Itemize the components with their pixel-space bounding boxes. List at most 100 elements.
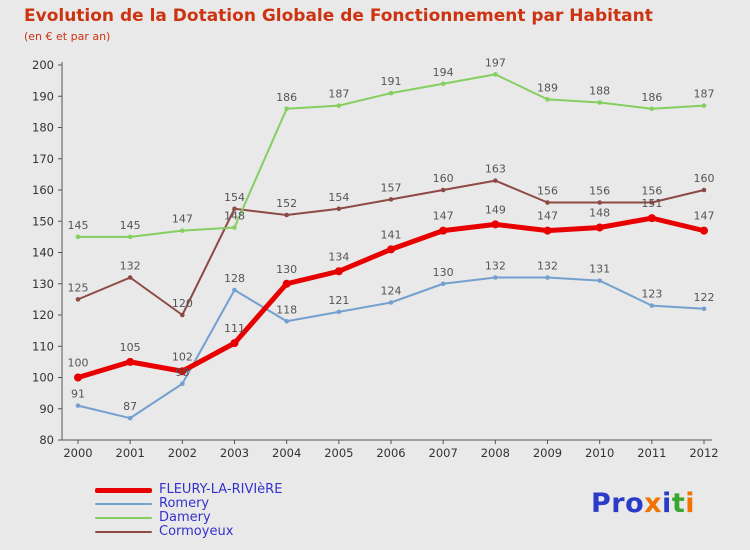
data-label: 125 [68,281,89,294]
logo-letter: P [590,488,612,519]
legend-label: Damery [159,510,211,525]
data-point [649,303,655,308]
data-point [127,415,133,421]
data-point [491,220,500,229]
data-point [701,103,707,108]
data-point [545,200,550,205]
data-point [178,367,187,376]
data-point [493,275,498,280]
legend-swatch [95,487,152,493]
data-label: 98 [175,366,189,379]
data-point [388,90,394,96]
legend-swatch [95,503,152,505]
data-label: 111 [224,322,245,335]
data-label: 154 [224,191,245,204]
legend-item-0: FLEURY-LA-RIVIèRE [95,483,282,497]
data-label: 120 [172,297,193,310]
x-tick-label: 2007 [429,446,458,460]
data-label: 147 [172,213,193,226]
y-tick-label: 140 [32,246,54,260]
data-point [75,234,81,240]
data-point [440,187,446,193]
data-label: 156 [537,185,558,198]
data-label: 148 [224,210,245,223]
chart-svg: 80 90 100 110 120 130 140 150 160 170 180 190 200 200… [32,56,719,460]
data-point [126,357,135,366]
data-point [543,226,552,235]
data-point [545,275,550,280]
x-tick-label: 2005 [324,446,353,460]
data-point [388,197,394,202]
legend-label: Romery [159,496,210,511]
data-label: 147 [537,210,558,223]
y-tick-label: 180 [32,121,54,135]
y-tick-label: 150 [32,214,54,228]
y-tick-label: 90 [39,402,54,416]
data-label: 147 [694,210,715,223]
data-point [440,81,446,87]
data-point [597,100,602,105]
data-label: 128 [224,272,245,285]
legend-swatch [95,517,152,519]
legend-item-2: Damery [95,511,282,525]
data-label: 132 [120,260,141,273]
data-point [180,312,185,318]
data-point [387,245,395,254]
x-tick-label: 2009 [533,446,562,460]
data-point [180,228,185,233]
data-label: 132 [537,260,558,273]
logo-letter: i [662,488,672,519]
data-label: 141 [381,228,402,241]
data-point [180,381,185,387]
x-tick-label: 2006 [376,446,405,460]
data-point [649,106,655,112]
legend: FLEURY-LA-RIVIèRE Romery Damery Cormoyeux [95,483,282,539]
data-label: 154 [328,191,349,204]
data-point [334,267,343,276]
data-label: 187 [328,88,349,101]
data-label: 156 [589,185,610,198]
data-label: 87 [123,400,137,413]
y-tick-label: 80 [39,433,54,447]
data-label: 91 [71,388,85,401]
y-tick-label: 120 [32,308,54,322]
y-tick-label: 170 [32,152,54,166]
data-label: 160 [433,172,454,185]
x-tick-label: 2004 [272,446,301,460]
data-point [649,200,655,205]
page-title: Evolution de la Dotation Globale de Fonc… [24,6,653,26]
y-tick-label: 110 [32,339,54,353]
data-point [336,309,342,315]
data-point [230,339,239,348]
logo-letter: o [625,488,645,519]
data-label: 163 [485,163,506,176]
data-point [700,226,708,235]
data-label: 130 [276,263,297,276]
data-label: 131 [589,263,610,276]
data-point [493,72,498,77]
data-point [595,223,604,232]
data-label: 102 [172,350,193,363]
x-tick-label: 2008 [481,446,510,460]
logo-letter: r [611,488,626,519]
x-tick-label: 2011 [637,446,666,460]
data-label: 189 [537,81,558,94]
data-label: 148 [589,207,610,220]
data-point [75,297,81,302]
page-subtitle: (en € et par an) [24,30,111,43]
data-point [647,214,656,223]
x-tick-label: 2010 [585,446,614,460]
data-point [545,97,550,102]
x-tick-label: 2000 [63,446,92,460]
y-tick-label: 130 [32,277,54,291]
legend-item-1: Romery [95,497,282,511]
legend-swatch [95,531,152,533]
legend-label: FLEURY-LA-RIVIèRE [159,482,283,497]
data-label: 191 [381,75,402,88]
data-label: 134 [328,250,349,263]
data-point [284,318,289,324]
data-label: 130 [433,266,454,279]
data-label: 118 [276,303,297,316]
data-label: 145 [68,219,89,232]
data-label: 152 [276,197,297,210]
